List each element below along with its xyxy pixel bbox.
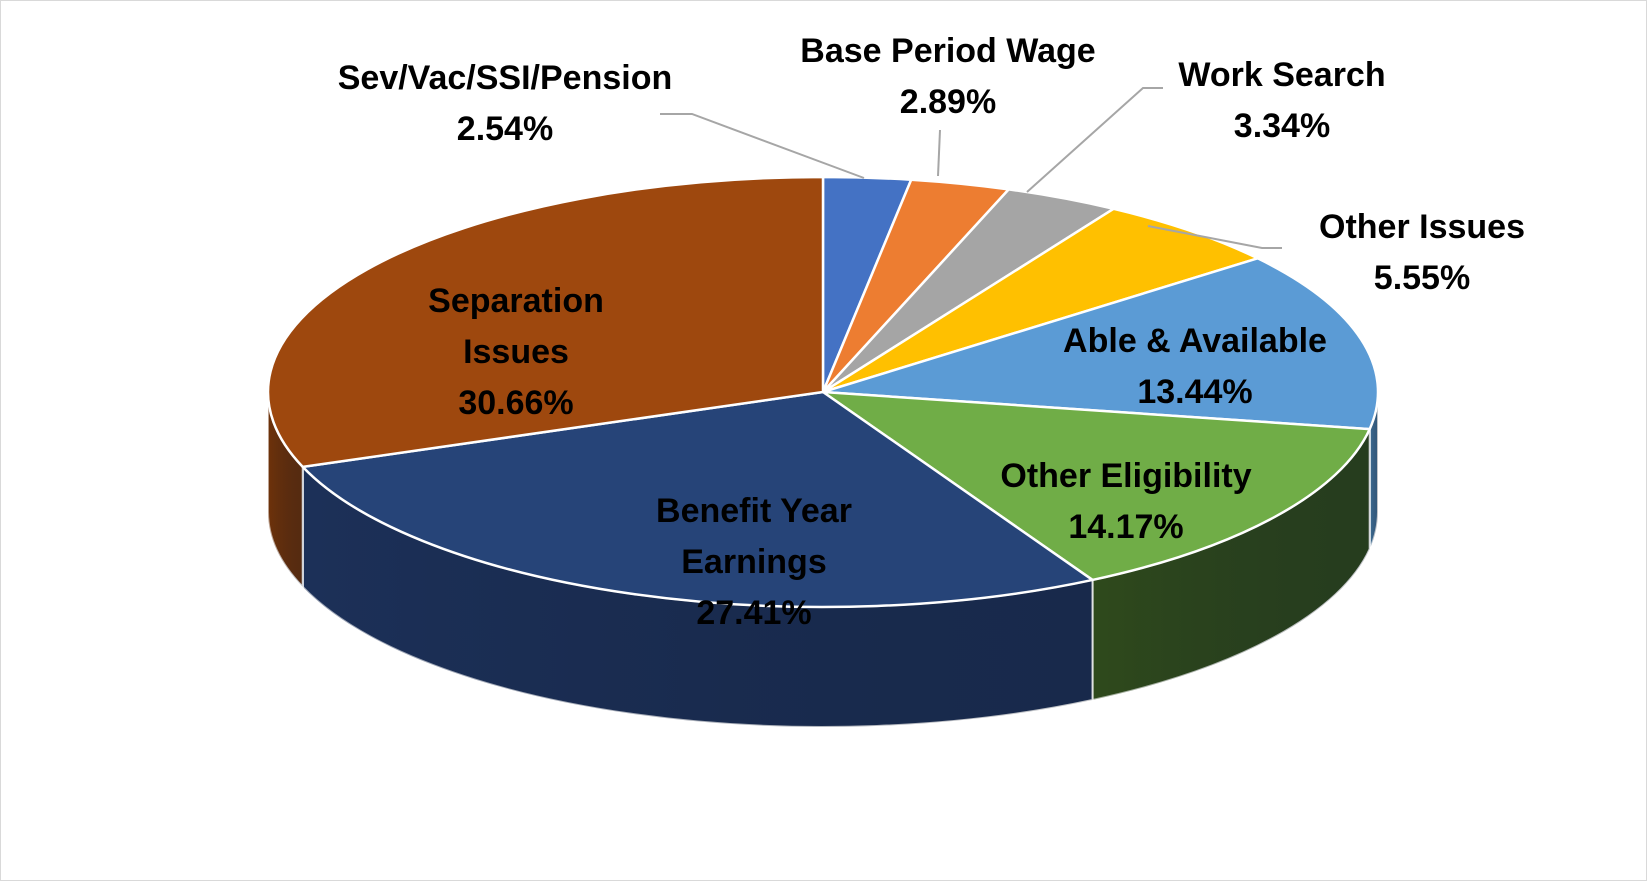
- data-label-line: 3.34%: [1234, 107, 1330, 145]
- data-label-line: Other Eligibility: [1000, 457, 1251, 495]
- data-label-line: Earnings: [681, 543, 826, 581]
- pie-slice-separation-issues: [266, 175, 825, 469]
- data-label-line: Issues: [463, 333, 569, 371]
- data-label-line: 27.41%: [696, 594, 811, 632]
- data-label-line: Sev/Vac/SSI/Pension: [338, 59, 673, 97]
- data-label-able-available: Able & Available 13.44%: [1063, 322, 1327, 411]
- data-label-line: 5.55%: [1374, 259, 1470, 297]
- data-label-line: Benefit Year: [656, 492, 852, 530]
- data-label-line: Separation: [428, 282, 604, 320]
- data-label-benefit-year-earnings: Benefit Year Earnings 27.41%: [656, 492, 852, 632]
- data-label-base-period-wage: Base Period Wage 2.89%: [800, 32, 1095, 121]
- pie-side-walls: [267, 391, 1379, 728]
- data-label-separation-issues: Separation Issues 30.66%: [428, 282, 604, 422]
- data-labels: Sev/Vac/SSI/Pension 2.54% Base Period Wage…: [338, 32, 1525, 632]
- data-label-other-issues: Other Issues 5.55%: [1319, 208, 1525, 297]
- data-label-work-search: Work Search 3.34%: [1178, 56, 1385, 145]
- pie-slice-other-eligibility: [821, 390, 1371, 582]
- pie-slices: [266, 175, 1380, 609]
- pie-side-shade-benefit-year-earnings: [302, 466, 1093, 727]
- leader-line-other-issues: [1147, 225, 1282, 249]
- data-label-line: Other Issues: [1319, 208, 1525, 246]
- pie-slice-able-available: [821, 257, 1380, 431]
- data-label-line: Able & Available: [1063, 322, 1327, 360]
- pie-side-shade-able-available: [1369, 392, 1378, 550]
- leader-line-base-period-wage: [937, 129, 941, 177]
- data-label-other-eligibility: Other Eligibility 14.17%: [1000, 457, 1251, 546]
- leader-line-work-search: [1026, 87, 1163, 193]
- data-label-line: 2.89%: [900, 83, 996, 121]
- pie-side-shade-separation-issues: [268, 392, 303, 587]
- data-label-line: 2.54%: [457, 110, 553, 148]
- data-label-line: Base Period Wage: [800, 32, 1095, 70]
- pie-slice-other-issues: [821, 207, 1259, 394]
- data-label-line: Work Search: [1178, 56, 1385, 94]
- data-label-line: 30.66%: [458, 384, 573, 422]
- data-label-sev-vac-ssi-pension: Sev/Vac/SSI/Pension 2.54%: [338, 59, 673, 148]
- data-label-line: 14.17%: [1068, 508, 1183, 546]
- leader-lines: [660, 87, 1282, 249]
- data-label-line: 13.44%: [1137, 373, 1252, 411]
- pie-side-shade-other-eligibility: [1092, 429, 1370, 700]
- leader-line-sev-vac-ssi-pension: [660, 113, 865, 179]
- pie-slice-benefit-year-earnings: [301, 390, 1094, 609]
